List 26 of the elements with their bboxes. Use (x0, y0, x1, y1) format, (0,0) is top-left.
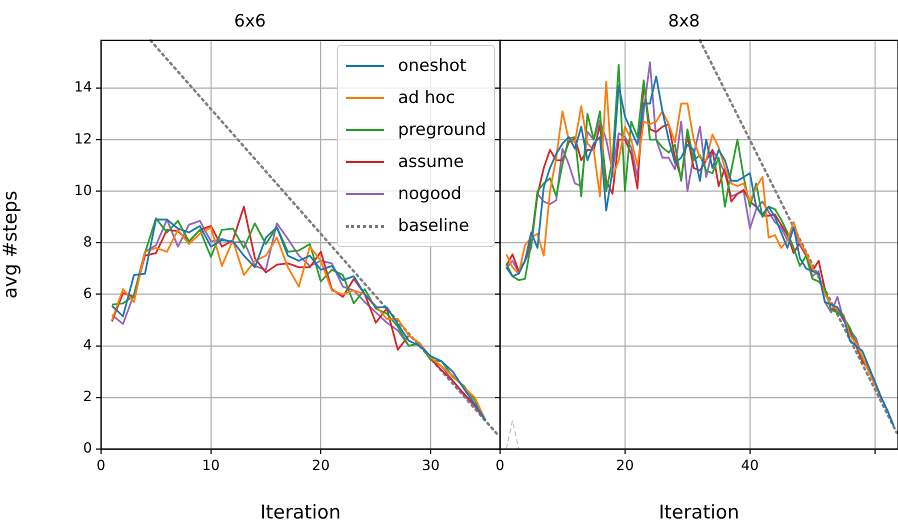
x-axis-title: Iteration (260, 502, 341, 524)
x-tick-label: 10 (202, 458, 220, 474)
y-axis-title: avg #steps (0, 190, 22, 299)
legend-label: nogood (398, 184, 462, 204)
y-tick-label: 8 (83, 234, 92, 250)
legend-label: assume (398, 152, 464, 172)
chart-title: 8x8 (668, 12, 700, 32)
legend-label: ad hoc (398, 88, 456, 108)
x-tick-label: 0 (496, 458, 504, 474)
y-tick-label: 12 (74, 131, 92, 148)
x-axis-title: Iteration (658, 502, 740, 524)
y-tick-label: 10 (74, 182, 92, 199)
legend-label: preground (398, 120, 486, 140)
y-tick-label: 14 (74, 80, 92, 96)
x-tick-label: 20 (616, 458, 634, 474)
x-tick-label: 0 (96, 458, 106, 474)
y-tick-label: 2 (83, 389, 92, 406)
x-tick-label: 30 (422, 458, 440, 474)
y-tick-label: 6 (83, 286, 92, 302)
legend-label: oneshot (398, 56, 466, 76)
y-tick-label: 0 (83, 440, 92, 457)
legend-label: baseline (398, 216, 470, 236)
chart-title: 6x6 (234, 12, 266, 32)
x-tick-label: 20 (312, 458, 330, 474)
y-tick-label: 4 (83, 338, 92, 354)
x-tick-label: 40 (741, 458, 759, 474)
